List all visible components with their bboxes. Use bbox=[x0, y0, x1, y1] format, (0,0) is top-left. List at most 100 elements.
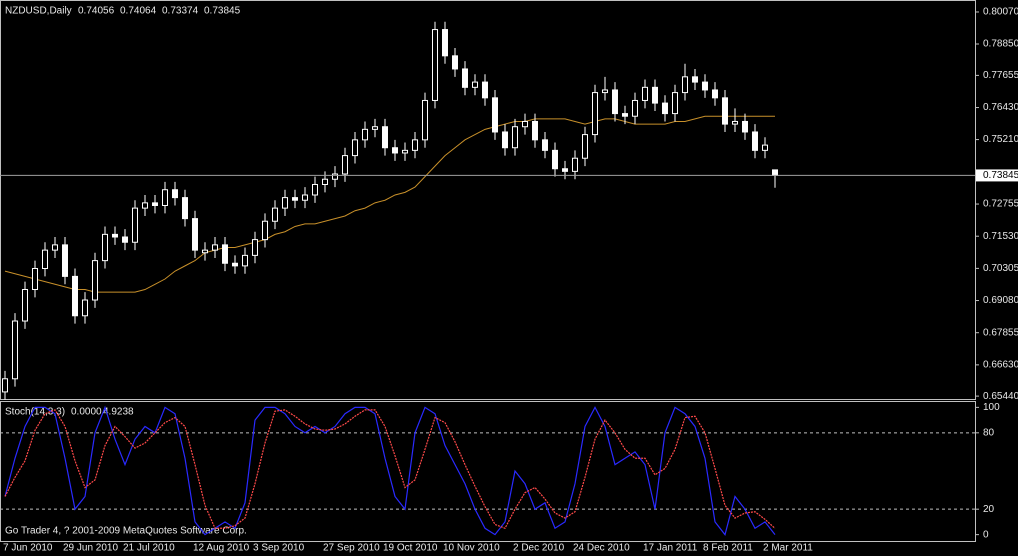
candle-body bbox=[722, 97, 728, 125]
candle-body bbox=[752, 131, 758, 151]
last-close: 0.73845 bbox=[204, 6, 241, 17]
candle-body bbox=[582, 134, 588, 159]
candle-body bbox=[682, 76, 688, 94]
candle-body bbox=[282, 197, 288, 209]
x-tick-label: 21 Jul 2010 bbox=[123, 543, 175, 554]
candle-body bbox=[372, 126, 378, 130]
x-tick-label: 17 Jan 2011 bbox=[643, 543, 698, 554]
candle-body bbox=[712, 89, 718, 99]
candle-body bbox=[672, 92, 678, 115]
current-price-label: 0.73845 bbox=[983, 170, 1018, 181]
x-tick-label: 8 Feb 2011 bbox=[703, 543, 753, 554]
candle-body bbox=[402, 149, 408, 154]
candle-body bbox=[382, 126, 388, 149]
y-tick-label: 0.70305 bbox=[983, 263, 1018, 274]
candle-body bbox=[22, 289, 28, 322]
last-open: 0.74056 bbox=[78, 6, 115, 17]
y-tick-label: 0.72755 bbox=[983, 199, 1018, 210]
y-tick-label: 0.75210 bbox=[983, 134, 1018, 145]
candle-body bbox=[532, 120, 538, 141]
candle-body bbox=[152, 202, 158, 206]
last-high: 0.74064 bbox=[120, 6, 157, 17]
candle-body bbox=[302, 194, 308, 201]
candle-body bbox=[432, 29, 438, 101]
candle-body bbox=[102, 233, 108, 262]
candle-body bbox=[162, 189, 168, 206]
candle-body bbox=[552, 149, 558, 170]
candle-body bbox=[62, 244, 68, 277]
candle-body bbox=[472, 81, 478, 88]
candle-body bbox=[512, 126, 518, 149]
candle-body bbox=[52, 244, 58, 251]
x-tick-label: 27 Sep 2010 bbox=[323, 543, 380, 554]
candle-body bbox=[192, 218, 198, 251]
y-tick-label: 0.67855 bbox=[983, 327, 1018, 338]
stoch-title: Stoch(14,3,3) bbox=[5, 407, 65, 418]
candle-body bbox=[232, 262, 238, 267]
y-tick-label: 80 bbox=[983, 427, 995, 438]
candle-body bbox=[592, 92, 598, 136]
stoch-signal-value: 4.9238 bbox=[103, 407, 134, 418]
candle-body bbox=[172, 189, 178, 199]
candle-body bbox=[292, 197, 298, 201]
candle-body bbox=[602, 89, 608, 94]
candle-body bbox=[562, 168, 568, 172]
y-tick-label: 0.77655 bbox=[983, 70, 1018, 81]
y-tick-label: 0.71530 bbox=[983, 231, 1018, 242]
candle-body bbox=[142, 202, 148, 209]
candle-body bbox=[442, 29, 448, 57]
x-tick-label: 7 Jun 2010 bbox=[3, 543, 53, 554]
candle-body bbox=[222, 244, 228, 264]
candle-body bbox=[742, 120, 748, 133]
candle-body bbox=[12, 320, 18, 380]
candle-body bbox=[452, 55, 458, 70]
candle-body bbox=[92, 260, 98, 301]
y-tick-label: 0 bbox=[983, 529, 989, 540]
candle-body bbox=[32, 268, 38, 291]
symbol-title: NZDUSD,Daily bbox=[5, 6, 72, 17]
candle-body bbox=[632, 99, 638, 117]
candle-body bbox=[502, 131, 508, 149]
candle-body bbox=[462, 68, 468, 88]
stoch-line bbox=[4, 405, 776, 536]
candle-body bbox=[662, 102, 668, 115]
candle-body bbox=[482, 81, 488, 99]
candle-body bbox=[262, 220, 268, 241]
x-tick-label: 29 Jun 2010 bbox=[63, 543, 118, 554]
y-tick-label: 100 bbox=[983, 402, 1000, 413]
candle-body bbox=[312, 183, 318, 196]
candle-body bbox=[572, 157, 578, 172]
candle-body bbox=[702, 81, 708, 91]
candle-body bbox=[772, 169, 778, 176]
stoch-main-value: 0.0000 bbox=[71, 407, 102, 418]
candle-body bbox=[522, 120, 528, 128]
moving-average bbox=[4, 115, 775, 293]
candle-body bbox=[242, 254, 248, 267]
candle-body bbox=[2, 378, 8, 393]
candle-body bbox=[352, 139, 358, 157]
price-panel-frame bbox=[0, 0, 976, 400]
candle-body bbox=[42, 249, 48, 270]
candle-body bbox=[272, 207, 278, 222]
candle-body bbox=[212, 244, 218, 251]
y-tick-label: 0.66630 bbox=[983, 360, 1018, 371]
y-tick-label: 20 bbox=[983, 504, 995, 515]
current-price-box bbox=[976, 169, 1018, 182]
candle-body bbox=[392, 147, 398, 154]
x-tick-label: 2 Mar 2011 bbox=[763, 543, 813, 554]
candle-body bbox=[542, 139, 548, 151]
x-tick-label: 19 Oct 2010 bbox=[383, 543, 438, 554]
y-tick-label: 0.78850 bbox=[983, 39, 1018, 50]
stoch-panel-frame bbox=[0, 401, 976, 542]
x-tick-label: 24 Dec 2010 bbox=[573, 543, 630, 554]
x-tick-label: 10 Nov 2010 bbox=[443, 543, 500, 554]
y-tick-label: 0.69080 bbox=[983, 295, 1018, 306]
candle-body bbox=[362, 128, 368, 141]
y-tick-label: 0.80070 bbox=[983, 7, 1018, 18]
candle-body bbox=[122, 236, 128, 243]
candle-body bbox=[642, 86, 648, 101]
x-tick-label: 12 Aug 2010 bbox=[193, 543, 250, 554]
candle-body bbox=[332, 173, 338, 180]
candle-body bbox=[492, 97, 498, 133]
